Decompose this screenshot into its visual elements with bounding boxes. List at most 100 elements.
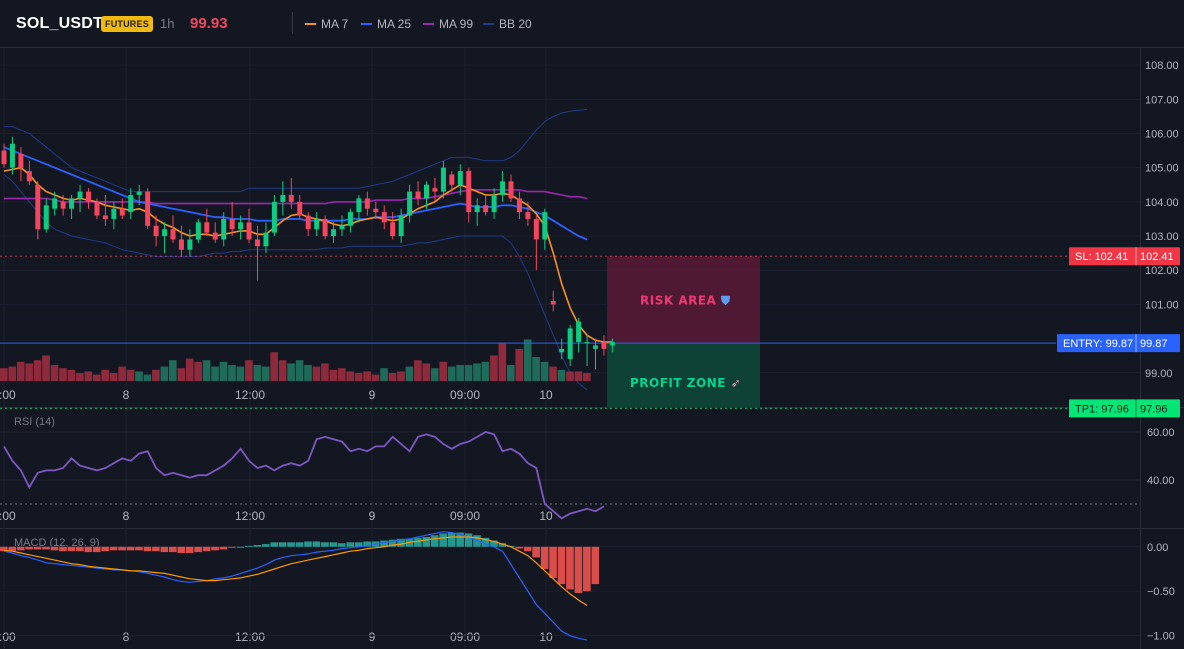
candle-body: [136, 191, 142, 196]
candle-body: [195, 222, 201, 240]
time-label: 9: [369, 388, 376, 402]
macd-histogram-bar: [109, 546, 118, 551]
legend-ma99[interactable]: MA 99: [423, 17, 473, 31]
candle: [491, 188, 497, 219]
legend-bb20-label: BB 20: [499, 17, 532, 31]
macd-histogram-bar: [118, 546, 126, 551]
price-axis[interactable]: 108.00 107.00 106.00 105.00 104.00 103.00 102.…: [1145, 60, 1179, 380]
candle: [52, 191, 58, 216]
volume-bar: [583, 373, 591, 381]
candle-body: [314, 218, 320, 230]
candle: [77, 184, 83, 213]
macd-histogram-bar: [8, 546, 17, 552]
candle-body: [263, 232, 269, 247]
candle-body: [145, 191, 151, 226]
entry-tag[interactable]: ENTRY: 99.87: [1063, 338, 1133, 350]
rsi-pane[interactable]: 60.00 40.00: [0, 427, 1175, 520]
candle-body: [187, 239, 193, 250]
candle-body: [26, 171, 32, 182]
volume-bar: [515, 349, 524, 381]
level-tags: SL: 102.41 102.41 ENTRY: 99.87 99.87 TP1…: [1057, 247, 1180, 418]
time-label: 2:00: [0, 630, 16, 644]
candle: [111, 201, 117, 230]
candle-body: [77, 191, 83, 199]
price-tick-label: 102.00: [1145, 265, 1179, 277]
candle-body: [111, 208, 117, 219]
moving-averages: [3, 146, 613, 343]
candle: [542, 208, 548, 250]
candle: [457, 164, 463, 196]
candle: [550, 290, 556, 312]
risk-area-zone[interactable]: [607, 256, 760, 344]
volume-bar: [312, 366, 321, 381]
volume-bar: [236, 366, 245, 381]
price-tick-label: 99.00: [1145, 368, 1173, 380]
volume-bar: [439, 361, 447, 381]
candle-body: [35, 184, 41, 230]
macd-histogram-bar: [490, 540, 498, 547]
volume-bar: [405, 366, 414, 381]
legend-ma25[interactable]: MA 25: [361, 17, 411, 31]
macd-histogram-bar: [574, 546, 583, 593]
candle: [407, 184, 413, 223]
price-tick-label: 106.00: [1145, 128, 1179, 140]
volume-bar: [84, 371, 93, 381]
volume-bar: [270, 352, 278, 381]
candle: [508, 174, 514, 202]
macd-histogram-bar: [354, 542, 363, 547]
macd-tick-label: −0.50: [1147, 586, 1175, 598]
volume-bar: [126, 369, 135, 381]
bb-lower-line: [3, 174, 588, 391]
macd-histogram-bar: [177, 546, 186, 553]
candle: [1, 143, 7, 168]
candle-body: [550, 301, 556, 305]
symbol-name[interactable]: SOL_USDT: [16, 15, 103, 32]
macd-histogram-bar: [160, 546, 169, 553]
candle: [69, 195, 75, 219]
legend-ma7[interactable]: MA 7: [305, 17, 348, 31]
candle-body: [204, 222, 210, 233]
candle-body: [52, 198, 58, 209]
macd-histogram-bar: [101, 546, 109, 552]
macd-histogram-bar: [422, 537, 431, 547]
tp1-tag[interactable]: TP1: 97.96: [1075, 403, 1129, 415]
volume-bar: [540, 361, 549, 381]
volume-bar: [388, 373, 397, 381]
candle-body: [212, 232, 218, 240]
legend-bb20[interactable]: BB 20: [483, 17, 532, 31]
candle-body: [271, 201, 277, 233]
candle: [483, 195, 489, 216]
candle-body: [500, 181, 506, 196]
macd-pane[interactable]: 0.00 −0.50 −1.00: [0, 531, 1175, 643]
volume-bar: [414, 360, 422, 381]
price-tick-label: 104.00: [1145, 197, 1179, 209]
macd-histogram-bar: [270, 542, 278, 547]
macd-tick-label: −1.00: [1147, 631, 1175, 643]
volume-bar: [473, 363, 481, 381]
volume-bar: [287, 363, 295, 381]
candle-body: [43, 205, 49, 230]
volume-bar: [152, 369, 160, 381]
interval-selector[interactable]: 1h: [160, 16, 175, 31]
price-tick-label: 101.00: [1145, 299, 1179, 311]
candle-body: [60, 201, 66, 209]
candle: [280, 181, 286, 216]
volume-bar: [25, 363, 33, 381]
candle-body: [339, 225, 345, 230]
macd-histogram-bar: [152, 546, 160, 552]
macd-histogram-bar: [143, 546, 152, 552]
candle-body: [297, 201, 303, 216]
volume-bar: [261, 366, 270, 381]
profit-zone[interactable]: [607, 343, 760, 407]
macd-histogram-bar: [380, 540, 388, 547]
sl-tag[interactable]: SL: 102.41: [1075, 251, 1128, 263]
macd-histogram-bar: [185, 546, 194, 553]
macd-histogram-bar: [278, 542, 287, 547]
candle: [102, 195, 108, 226]
candle: [204, 208, 210, 237]
volume-bar: [211, 366, 219, 381]
volume-bar: [135, 371, 143, 381]
macd-histogram-bar: [228, 546, 236, 548]
candle: [212, 222, 218, 243]
